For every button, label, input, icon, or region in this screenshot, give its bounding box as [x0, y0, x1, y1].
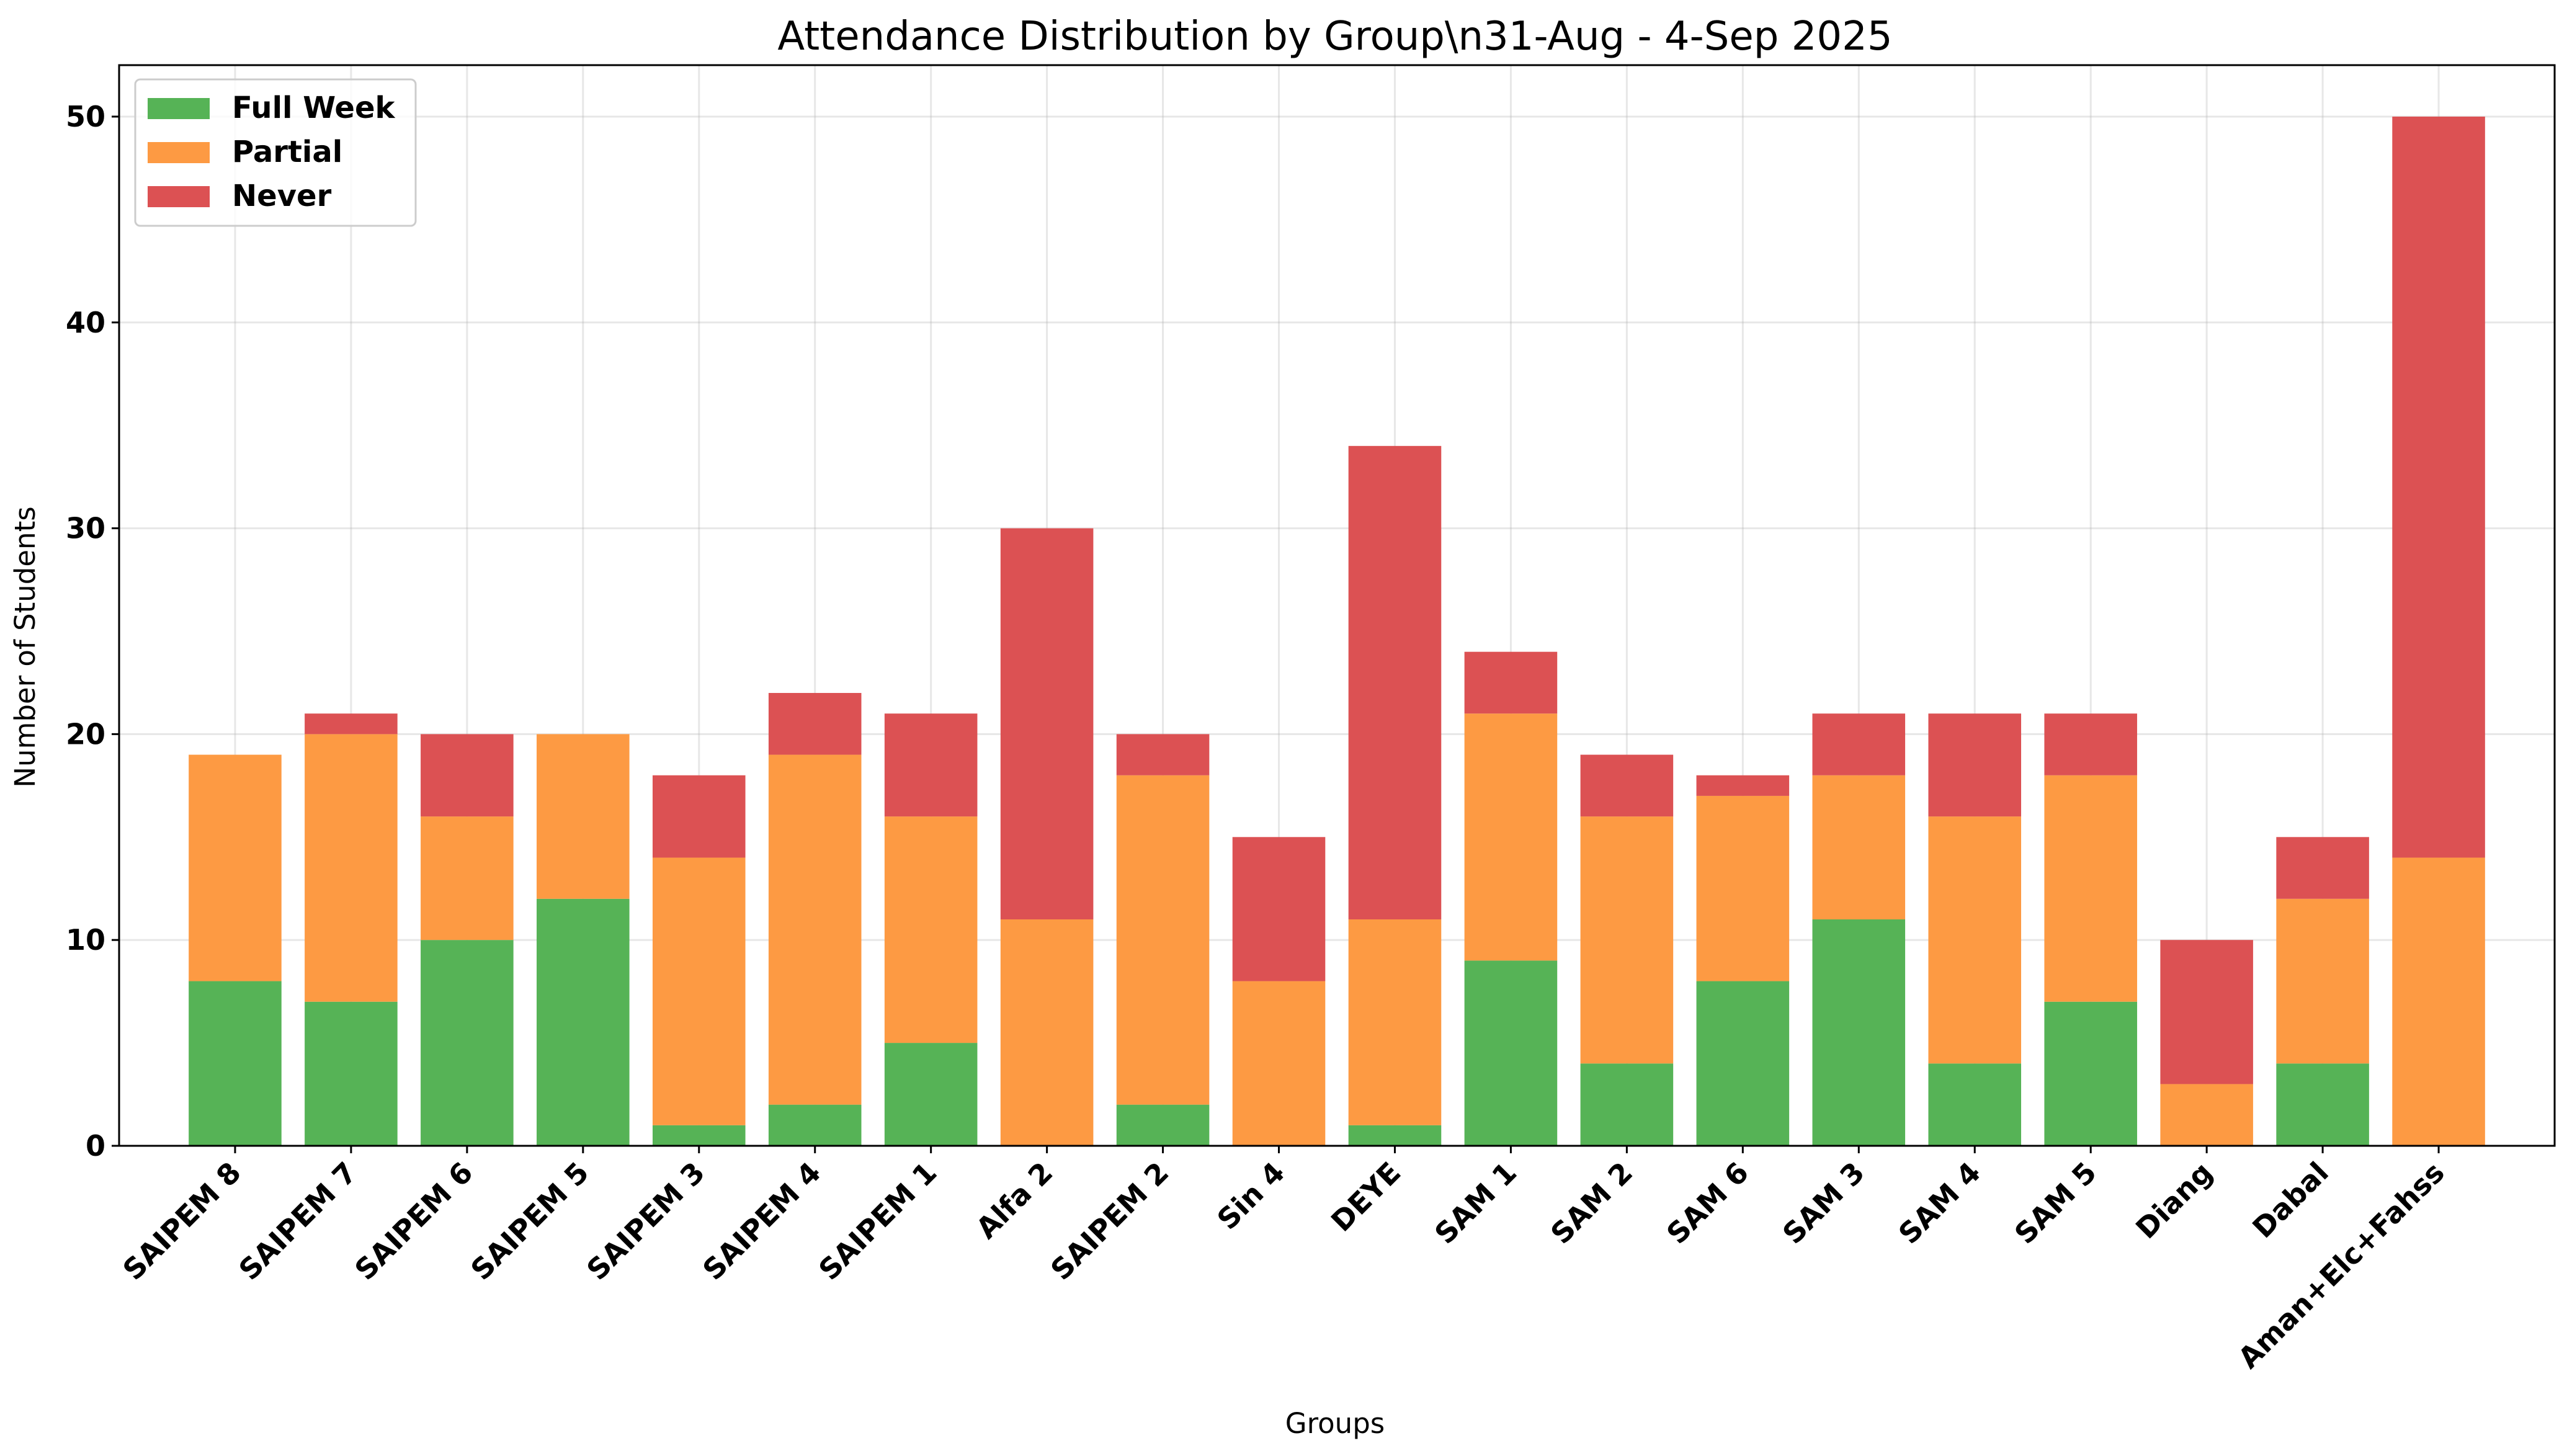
bar-segment — [2276, 837, 2369, 899]
y-tick-label: 40 — [66, 306, 105, 339]
bar-segment — [1116, 1104, 1210, 1146]
series-full-week — [189, 898, 2369, 1146]
bar-segment — [1232, 837, 1326, 981]
bar-segment — [1464, 713, 1558, 961]
bar-segment — [2276, 1063, 2369, 1146]
bar-segment — [2392, 116, 2485, 858]
bars — [189, 116, 2485, 1146]
bar-segment — [1928, 1063, 2022, 1146]
bar-segment — [652, 857, 746, 1125]
bar-segment — [2044, 775, 2137, 1002]
legend-swatch — [148, 98, 210, 119]
bar-segment — [305, 734, 398, 1002]
bar-segment — [2044, 1001, 2137, 1146]
bar-segment — [652, 775, 746, 858]
bar-segment — [652, 1125, 746, 1146]
bar-segment — [421, 734, 514, 817]
bar-segment — [768, 754, 862, 1105]
legend-label: Never — [232, 179, 332, 213]
legend-swatch — [148, 142, 210, 163]
bar-segment — [2392, 857, 2485, 1146]
y-axis-ticks: 0 10 20 30 40 50 — [66, 100, 119, 1163]
bar-segment — [189, 981, 282, 1146]
series-never — [305, 116, 2485, 1084]
bar-segment — [884, 816, 978, 1043]
bar-segment — [421, 940, 514, 1146]
bar-segment — [768, 693, 862, 755]
bar-segment — [1464, 651, 1558, 714]
series-partial — [189, 713, 2485, 1146]
y-axis-label: Number of Students — [9, 506, 42, 787]
bar-segment — [1812, 713, 1906, 775]
bar-segment — [537, 898, 630, 1146]
bar-segment — [1348, 1125, 1442, 1146]
bar-segment — [1812, 775, 1906, 920]
bar-segment — [884, 713, 978, 817]
chart-title: Attendance Distribution by Group\n31-Aug… — [777, 14, 1892, 60]
bar-segment — [2276, 898, 2369, 1064]
bar-segment — [1812, 919, 1906, 1146]
x-axis-label: Groups — [1285, 1407, 1385, 1440]
bar-segment — [1696, 795, 1790, 981]
bar-segment — [1116, 734, 1210, 775]
bar-segment — [537, 734, 630, 899]
bar-segment — [1580, 1063, 1674, 1146]
bar-segment — [1000, 528, 1094, 920]
bar-segment — [768, 1104, 862, 1146]
legend: Full Week Partial Never — [134, 78, 417, 227]
bar-segment — [1580, 816, 1674, 1064]
bar-segment — [421, 816, 514, 940]
bar-segment — [1116, 775, 1210, 1105]
y-tick-label: 0 — [86, 1129, 105, 1163]
bar-segment — [1232, 981, 1326, 1146]
legend-swatch — [148, 186, 210, 207]
bar-segment — [1464, 960, 1558, 1146]
bar-segment — [1928, 816, 2022, 1064]
y-tick-label: 20 — [66, 717, 105, 751]
bar-segment — [1348, 919, 1442, 1125]
bar-segment — [1928, 713, 2022, 817]
bar-segment — [1000, 919, 1094, 1146]
bar-segment — [2160, 1084, 2253, 1146]
bar-segment — [1580, 754, 1674, 817]
y-tick-label: 50 — [66, 100, 105, 133]
legend-label: Partial — [232, 135, 342, 169]
bar-segment — [189, 754, 282, 981]
bar-segment — [305, 1001, 398, 1146]
legend-label: Full Week — [232, 91, 396, 125]
y-tick-label: 10 — [66, 923, 105, 957]
bar-segment — [884, 1043, 978, 1146]
y-tick-label: 30 — [66, 512, 105, 545]
bar-segment — [2044, 713, 2137, 775]
bar-segment — [305, 713, 398, 735]
bar-segment — [1348, 445, 1442, 920]
bar-segment — [2160, 940, 2253, 1084]
plot-frame — [118, 64, 2556, 1147]
bar-segment — [1696, 775, 1790, 796]
bar-segment — [1696, 981, 1790, 1146]
